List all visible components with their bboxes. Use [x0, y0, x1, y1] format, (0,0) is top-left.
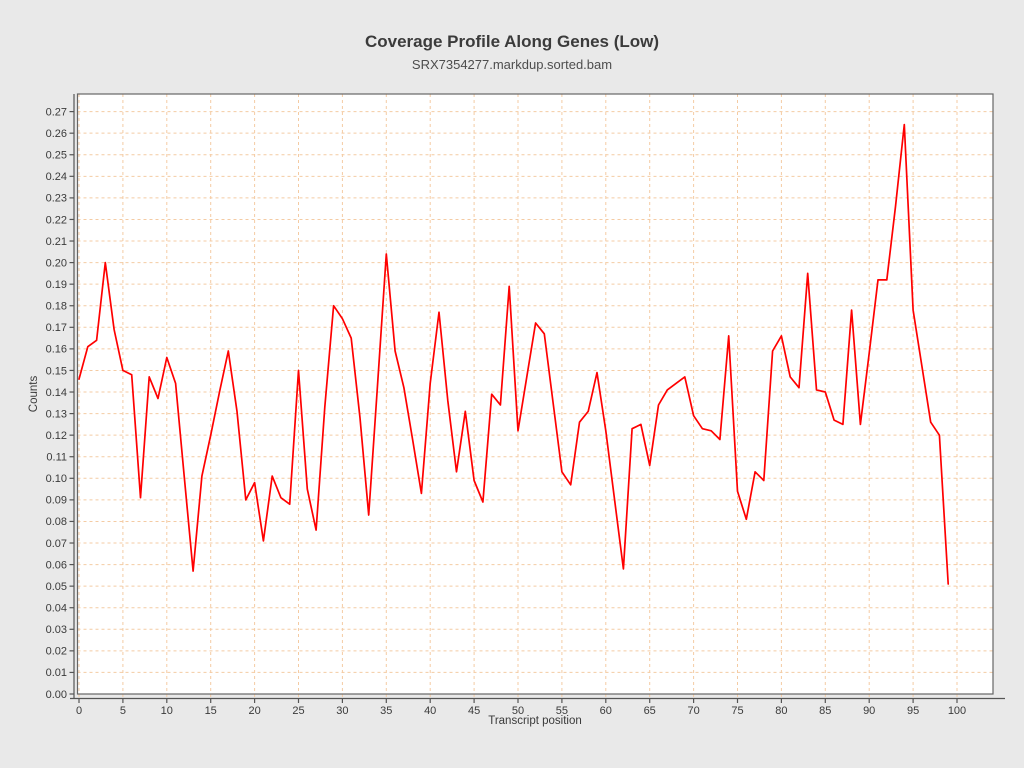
y-tick-label: 0.21: [46, 236, 67, 248]
x-tick-label: 20: [248, 705, 260, 717]
x-tick-label: 10: [161, 705, 173, 717]
x-tick-label: 50: [512, 705, 524, 717]
y-tick-label: 0.00: [46, 689, 67, 701]
x-tick-label: 60: [600, 705, 612, 717]
x-tick-label: 45: [468, 705, 480, 717]
x-tick-label: 85: [819, 705, 831, 717]
x-tick-label: 65: [644, 705, 656, 717]
y-tick-label: 0.11: [46, 452, 67, 464]
y-tick-label: 0.19: [46, 279, 67, 291]
y-tick-label: 0.01: [46, 667, 67, 679]
x-tick-label: 5: [120, 705, 126, 717]
y-tick-label: 0.07: [46, 538, 67, 550]
y-tick-label: 0.25: [46, 150, 67, 162]
y-tick-label: 0.09: [46, 495, 67, 507]
y-tick-label: 0.23: [46, 193, 67, 205]
y-tick-label: 0.14: [46, 387, 67, 399]
y-tick-label: 0.26: [46, 128, 67, 140]
y-tick-label: 0.02: [46, 646, 67, 658]
x-tick-label: 25: [292, 705, 304, 717]
x-tick-label: 35: [380, 705, 392, 717]
y-tick-label: 0.20: [46, 257, 67, 269]
plot-area: [77, 94, 993, 694]
y-tick-label: 0.22: [46, 214, 67, 226]
chart-plot-layer: 0.00 0.01 0.02 0.03 0.04 0.05 0.06 0.07 0.08 0.09…: [46, 93, 1005, 717]
x-tick-label: 55: [556, 705, 568, 717]
y-tick-label: 0.04: [46, 603, 67, 615]
x-tick-label: 95: [907, 705, 919, 717]
x-tick-label: 75: [731, 705, 743, 717]
plot-border: [76, 93, 994, 695]
y-tick-label: 0.10: [46, 473, 67, 485]
x-tick-label: 90: [863, 705, 875, 717]
y-tick-label: 0.17: [46, 322, 67, 334]
coverage-series-line: [78, 123, 950, 585]
x-axis-label: Transcript position: [488, 715, 582, 727]
y-tick-label: 0.15: [46, 365, 67, 377]
y-axis-label: Counts: [28, 376, 40, 413]
x-tick-label: 40: [424, 705, 436, 717]
y-tick-label: 0.18: [46, 301, 67, 313]
y-tick-label: 0.08: [46, 516, 67, 528]
x-tick-label: 15: [205, 705, 217, 717]
y-tick-label: 0.16: [46, 344, 67, 356]
x-tick-label: 100: [948, 705, 966, 717]
chart-subtitle: SRX7354277.markdup.sorted.bam: [412, 57, 612, 72]
y-tick-label: 0.12: [46, 430, 67, 442]
x-tick-label: 0: [76, 705, 82, 717]
x-tick-label: 30: [336, 705, 348, 717]
y-tick-label: 0.06: [46, 559, 67, 571]
y-tick-label: 0.03: [46, 624, 67, 636]
y-tick-label: 0.27: [46, 106, 67, 118]
x-tick-label: 80: [775, 705, 787, 717]
y-tick-label: 0.13: [46, 408, 67, 420]
y-tick-label: 0.05: [46, 581, 67, 593]
y-tick-label: 0.24: [46, 171, 67, 183]
x-tick-label: 70: [687, 705, 699, 717]
chart-title: Coverage Profile Along Genes (Low): [365, 32, 659, 51]
